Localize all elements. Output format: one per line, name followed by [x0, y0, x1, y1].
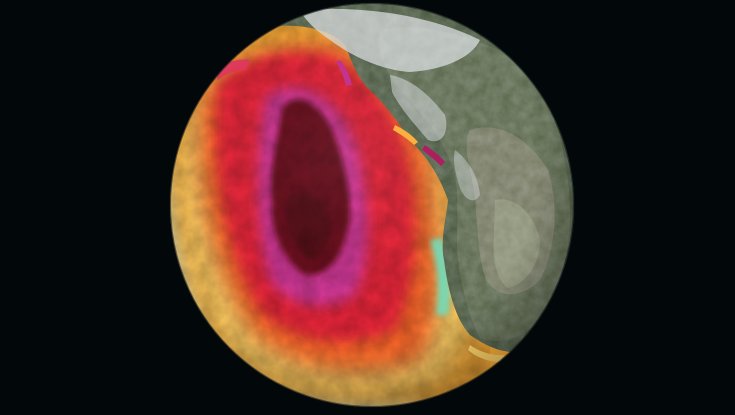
globe-limb: [169, 2, 575, 408]
globe-surface: [170, 3, 574, 407]
